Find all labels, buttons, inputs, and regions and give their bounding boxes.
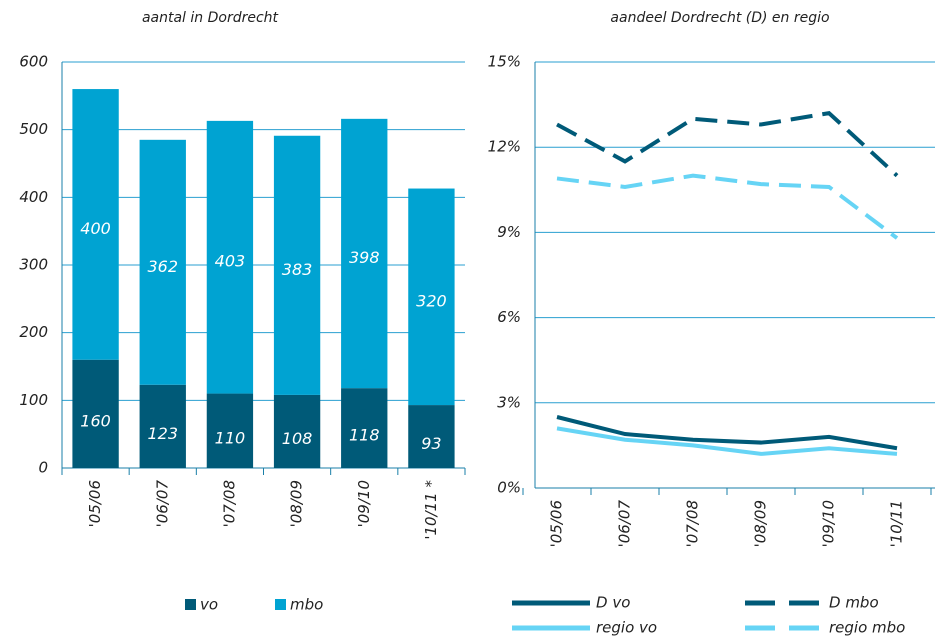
x-tick-label: '06/07 [153,480,171,528]
chart-title: aantal in Dordrecht [142,10,279,26]
legend-label: D mbo [829,594,879,612]
legend-label: mbo [290,596,323,614]
bar [139,384,186,468]
line [556,110,899,178]
chart-title: aandeel Dordrecht (D) en regio [610,10,829,26]
bar [139,139,186,385]
y-tick-label: 6% [497,308,521,326]
legend-swatch [275,599,286,610]
bar [341,388,388,468]
value-label: 123 [147,424,178,443]
value-label: 93 [421,434,441,453]
line [556,415,898,451]
line [556,173,899,240]
bar [206,393,254,468]
value-label: 398 [349,248,380,267]
x-tick-label: '07/08 [684,500,702,547]
x-tick-label: '10/11 [888,500,906,547]
value-label: 108 [282,429,313,448]
x-tick-label: '06/07 [616,500,634,548]
y-tick-label: 200 [19,323,48,341]
bar [206,120,254,394]
y-tick-label: 600 [19,53,48,71]
bar [273,135,321,395]
x-tick-label: '10/11 * [422,480,440,540]
value-label: 160 [80,411,111,430]
legend-swatch [185,599,196,610]
y-tick-label: 100 [19,391,48,409]
value-label: 383 [282,260,313,279]
y-tick-label: 400 [19,188,48,206]
bar [408,405,455,468]
legend-label: regio mbo [829,619,905,637]
legend-label: vo [200,596,218,614]
y-tick-label: 3% [497,393,521,411]
x-tick-label: '09/10 [820,500,838,547]
y-tick-label: 500 [19,120,48,138]
bar [72,89,119,360]
y-tick-label: 0% [497,479,521,497]
y-tick-label: 15% [488,53,521,71]
y-tick-label: 12% [488,138,521,156]
x-tick-label: '08/09 [288,480,306,527]
legend-label: regio vo [596,619,657,637]
bar [72,359,119,468]
value-label: 118 [349,426,380,445]
line [556,426,898,456]
y-tick-label: 300 [19,256,48,274]
x-tick-label: '09/10 [355,480,373,527]
y-tick-label: 0 [38,459,48,477]
legend-label: D vo [596,594,630,612]
value-label: 400 [80,219,111,238]
bar [273,394,321,468]
x-tick-label: '05/06 [548,500,566,547]
bar [341,118,388,389]
value-label: 362 [147,257,178,276]
x-tick-label: '07/08 [220,480,238,527]
x-tick-label: '08/09 [752,500,770,547]
value-label: 110 [215,428,246,447]
value-label: 403 [215,252,246,271]
x-tick-label: '05/06 [86,480,104,527]
value-label: 320 [416,291,447,310]
bar [408,188,455,406]
y-tick-label: 9% [497,223,521,241]
